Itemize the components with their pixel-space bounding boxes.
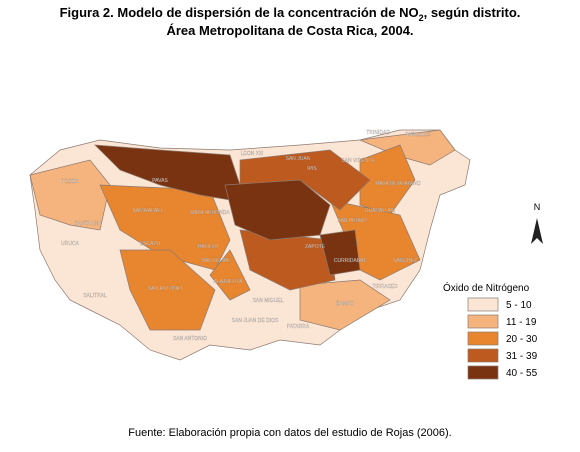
title-text: Figura 2. Modelo de dispersión de la con… xyxy=(60,5,419,20)
district-label: MATA REDONDA xyxy=(190,210,230,216)
legend-label: 40 - 55 xyxy=(506,368,538,379)
district-label: SAN ANTONIO xyxy=(148,286,182,292)
district-label: ALAJUELITA xyxy=(213,279,243,285)
title-subscript: 2 xyxy=(419,13,424,23)
legend-label: 31 - 39 xyxy=(506,351,538,362)
north-arrow: N xyxy=(531,202,543,244)
district-label: SANCHEZ xyxy=(393,258,417,264)
district-label: DAMAS xyxy=(336,301,354,307)
district-label: SALITRAL xyxy=(83,293,107,299)
district-label: HATILLO xyxy=(198,244,219,250)
legend-label: 11 - 19 xyxy=(506,317,537,328)
district-label: CURRIDABAT xyxy=(334,258,366,264)
district-label: SANTA ANA xyxy=(74,221,102,227)
title-line-2: Área Metropolitana de Costa Rica, 2004. xyxy=(166,23,413,38)
district-label: MATA DE PLATANO xyxy=(375,181,420,187)
district-label: TIRRASES xyxy=(372,284,398,290)
district-label: PATARRA xyxy=(287,324,310,330)
legend-label: 5 - 10 xyxy=(506,300,532,311)
district-label: SAN JUAN xyxy=(286,156,311,162)
legend-title: Óxido de Nitrógeno xyxy=(443,281,530,294)
legend-swatch xyxy=(467,331,499,346)
district-area xyxy=(119,249,216,331)
district-area xyxy=(319,229,361,276)
legend-swatch xyxy=(467,314,499,329)
district-label: SAN ANTONIO xyxy=(173,336,207,342)
district-area xyxy=(239,229,336,291)
district-area xyxy=(299,279,391,331)
district-label: SAN JUAN DE DIOS xyxy=(232,318,279,324)
north-arrow-shape xyxy=(531,218,543,244)
district-label: SAN PEDRO xyxy=(337,218,367,224)
legend-swatch xyxy=(467,348,499,363)
district-label: PAVAS xyxy=(152,178,168,184)
title-text: , según distrito. xyxy=(424,5,521,20)
district-label: SAN MIGUEL xyxy=(253,298,284,304)
legend-swatch xyxy=(467,365,499,380)
district-area xyxy=(359,144,416,216)
district-label: SAN FELIPE xyxy=(202,258,232,264)
district-label: GUADALUPE xyxy=(365,208,397,214)
district-label: SAN VICENTE xyxy=(341,158,375,164)
district-area xyxy=(209,249,251,301)
legend-label: 20 - 30 xyxy=(506,334,538,345)
legend-swatch xyxy=(467,297,499,312)
district-label: URUCA xyxy=(61,241,79,247)
district-label: SAN RAFAEL xyxy=(133,208,164,214)
district-label: PATALILLO xyxy=(405,132,431,138)
district-label: ESCAZU xyxy=(140,241,161,247)
source-note: Fuente: Elaboración propia con datos del… xyxy=(128,427,452,439)
district-label: LEON XIII xyxy=(241,151,264,157)
district-label: ZAPOTE xyxy=(305,244,326,250)
district-label: IPIS xyxy=(307,166,317,172)
district-label: TRINIDAD xyxy=(366,130,390,136)
legend: Óxido de Nitrógeno 5 - 10 11 - 19 20 - 30 3… xyxy=(443,281,538,380)
title-line-1: Figura 2. Modelo de dispersión de la con… xyxy=(60,5,521,23)
map: TRINIDAD PATALILLO LEON XIII SAN JUAN SAN VI… xyxy=(29,129,471,361)
district-label: POZOS xyxy=(61,179,79,185)
north-label: N xyxy=(534,202,541,212)
district-area xyxy=(29,159,111,231)
